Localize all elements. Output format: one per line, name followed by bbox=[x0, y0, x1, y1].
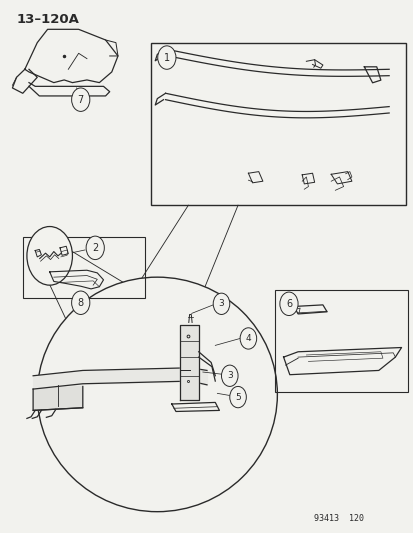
Circle shape bbox=[71, 291, 90, 314]
Text: 5: 5 bbox=[235, 393, 240, 401]
Text: 7: 7 bbox=[77, 95, 84, 104]
Polygon shape bbox=[33, 386, 83, 410]
Text: 3: 3 bbox=[226, 372, 232, 380]
Text: 13–120A: 13–120A bbox=[17, 13, 79, 26]
Circle shape bbox=[240, 328, 256, 349]
Circle shape bbox=[279, 292, 297, 316]
Circle shape bbox=[221, 365, 237, 386]
Text: 6: 6 bbox=[285, 299, 291, 309]
Text: 8: 8 bbox=[78, 298, 83, 308]
Circle shape bbox=[86, 236, 104, 260]
Text: 2: 2 bbox=[92, 243, 98, 253]
Text: 4: 4 bbox=[245, 334, 251, 343]
Circle shape bbox=[229, 386, 246, 408]
Circle shape bbox=[71, 88, 90, 111]
Ellipse shape bbox=[37, 277, 277, 512]
Circle shape bbox=[157, 46, 176, 69]
Circle shape bbox=[27, 227, 72, 285]
Circle shape bbox=[213, 293, 229, 314]
Polygon shape bbox=[180, 325, 198, 400]
Text: 93413  120: 93413 120 bbox=[314, 514, 363, 523]
Text: 3: 3 bbox=[218, 300, 224, 308]
Text: 1: 1 bbox=[164, 53, 169, 62]
